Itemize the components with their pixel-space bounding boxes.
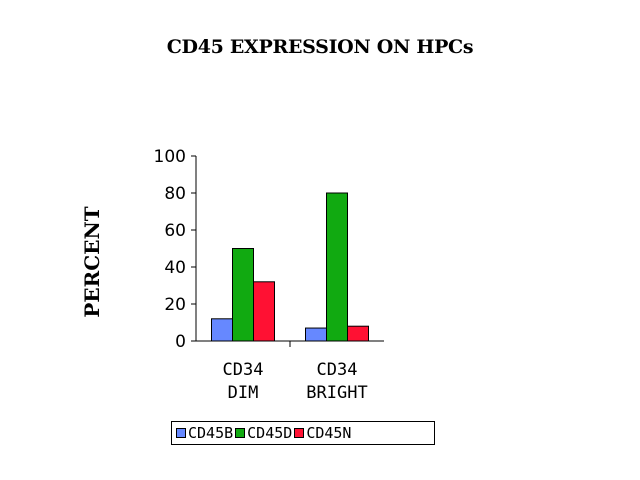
x-tick-label: BRIGHT — [306, 383, 367, 403]
bar-cd45d-1 — [326, 192, 348, 342]
y-tick-label: 80 — [164, 184, 186, 204]
bars-group — [211, 192, 369, 342]
axes-group — [195, 156, 384, 342]
legend-label: CD45D — [247, 424, 293, 442]
legend-item-cd45b: CD45B — [176, 424, 233, 442]
bar-cd45b-0 — [211, 318, 233, 342]
y-tick-label: 100 — [154, 147, 186, 167]
legend-item-cd45d: CD45D — [235, 424, 292, 442]
x-tick-label: DIM — [228, 383, 259, 403]
legend: CD45B CD45D CD45N — [171, 421, 435, 445]
x-tick-label: CD34 — [223, 360, 264, 380]
bar-cd45n-1 — [347, 325, 369, 342]
x-tick-label: CD34 — [317, 360, 358, 380]
ticks-group: 0 20 40 60 80 100 CD34 DIM CD34 BRIGHT — [154, 147, 368, 403]
y-tick-label: 0 — [175, 332, 186, 352]
bar-cd45b-1 — [305, 327, 327, 342]
bar-cd45n-0 — [253, 281, 275, 342]
chart-title: CD45 EXPRESSION ON HPCs — [166, 36, 474, 58]
y-tick-label: 20 — [164, 295, 186, 315]
y-tick-label: 60 — [164, 221, 186, 241]
legend-item-cd45n: CD45N — [294, 424, 351, 442]
legend-swatch — [176, 428, 186, 438]
bar-cd45d-0 — [232, 248, 254, 342]
legend-label: CD45N — [306, 424, 352, 442]
legend-swatch — [235, 428, 246, 438]
legend-swatch — [294, 428, 305, 438]
y-tick-label: 40 — [164, 258, 186, 278]
legend-label: CD45B — [188, 424, 234, 442]
